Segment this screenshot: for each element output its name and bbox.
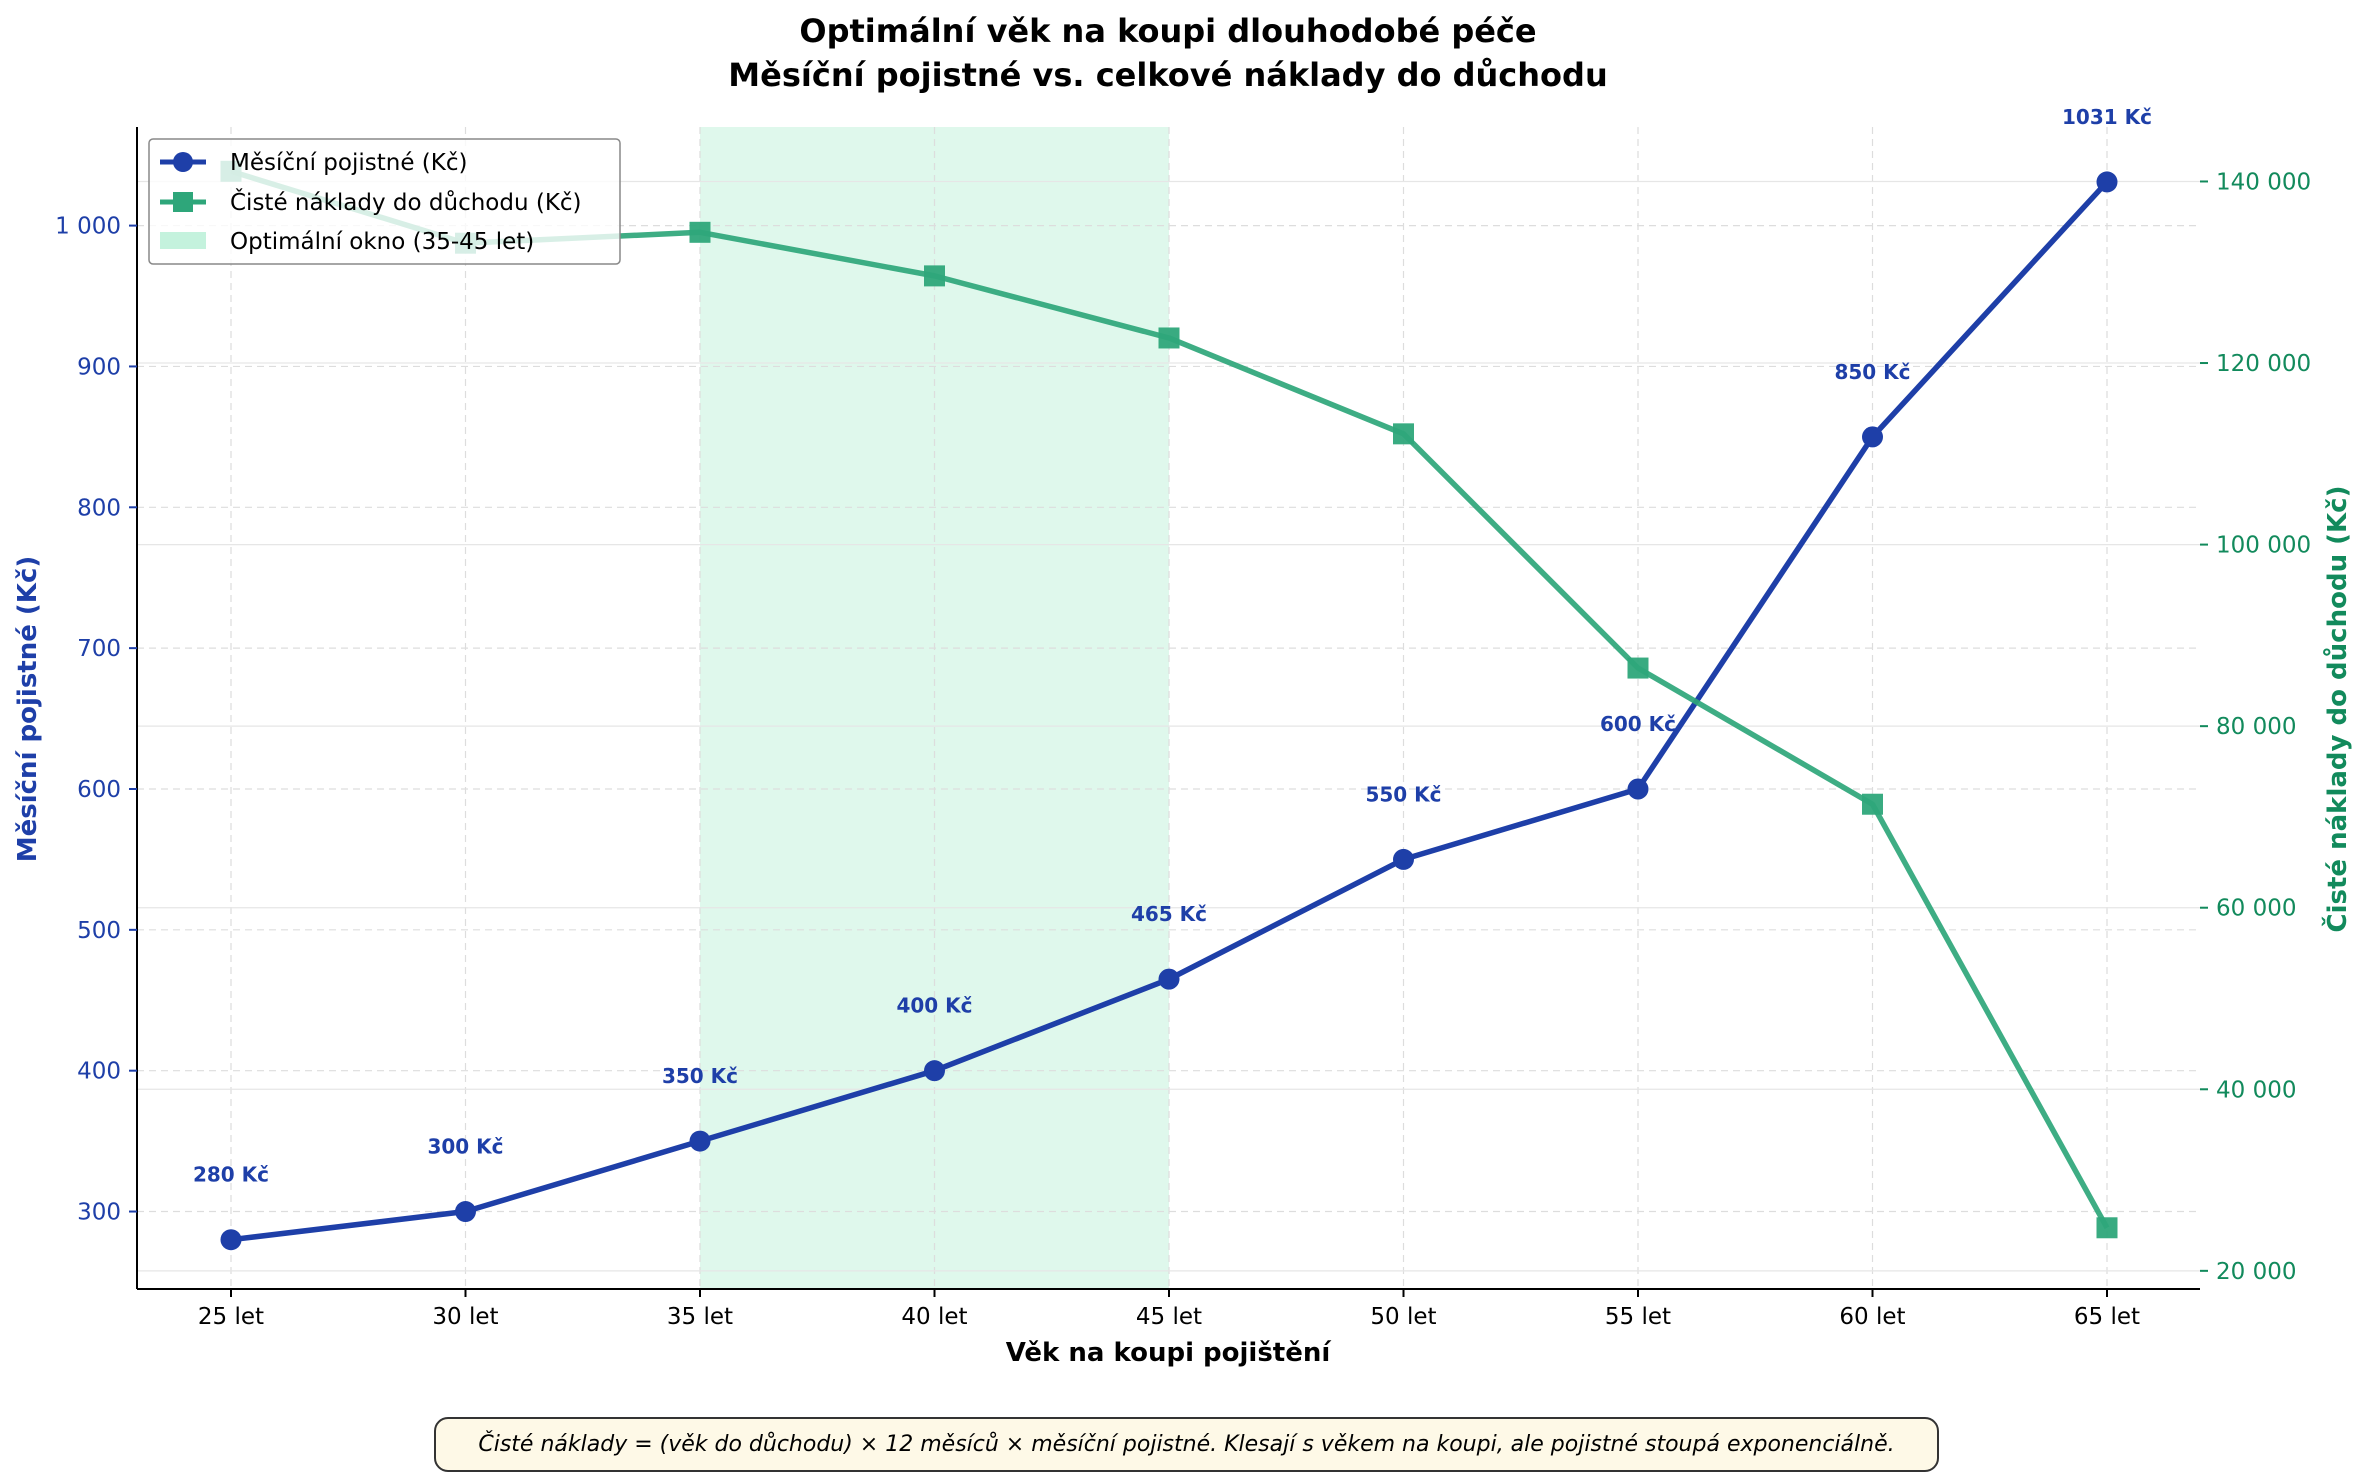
- left-tick-label: 300: [77, 1200, 121, 1226]
- premium-data-label: 550 Kč: [1365, 782, 1441, 806]
- premium-point: [1393, 848, 1414, 870]
- data-labels: 280 Kč 300 Kč 350 Kč 400 Kč 465 Kč 550 Kč 600 …: [193, 105, 2152, 1187]
- cost-point: [1158, 327, 1180, 349]
- premium-point: [220, 1229, 242, 1251]
- premium-point: [1862, 426, 1883, 448]
- legend: Měsíční pojistné (Kč) Čisté náklady do d…: [148, 138, 621, 265]
- premium-data-label: 600 Kč: [1600, 712, 1676, 736]
- legend-label-premium: Měsíční pojistné (Kč): [230, 150, 467, 176]
- right-tick-label: 60 000: [2216, 896, 2296, 922]
- premium-data-label: 400 Kč: [896, 994, 972, 1018]
- right-tick-label: 40 000: [2216, 1077, 2296, 1103]
- x-axis-title: Věk na koupi pojištění: [1006, 1338, 1333, 1368]
- legend-label-window: Optimální okno (35-45 let): [230, 229, 534, 255]
- right-tick-label: 20 000: [2216, 1259, 2296, 1285]
- legend-marker-cost: [173, 192, 193, 212]
- x-tick-label: 55 let: [1605, 1304, 1671, 1330]
- premium-data-label: 280 Kč: [193, 1163, 269, 1187]
- footnote: Čisté náklady = (věk do důchodu) × 12 mě…: [434, 1417, 1939, 1472]
- cost-point: [1393, 423, 1414, 445]
- x-tick-label: 40 let: [901, 1304, 967, 1330]
- premium-point: [924, 1060, 945, 1082]
- x-tick-label: 50 let: [1370, 1304, 1436, 1330]
- legend-label-cost: Čisté náklady do důchodu (Kč): [230, 188, 582, 216]
- right-axis-ticks: 20 000 40 000 60 000 80 000 100 000 120 000 14…: [2200, 169, 2311, 1285]
- x-tick-label: 25 let: [198, 1304, 264, 1330]
- x-axis-ticks: 25 let 30 let 35 let 40 let 45 let 50 let 55 l…: [198, 1289, 2140, 1330]
- x-tick-label: 30 let: [432, 1304, 498, 1330]
- right-tick-label: 100 000: [2216, 533, 2311, 559]
- left-axis-title: Měsíční pojistné (Kč): [13, 556, 43, 863]
- premium-data-label: 1031 Kč: [2062, 105, 2152, 129]
- premium-point: [1158, 968, 1180, 990]
- left-tick-label: 700: [77, 636, 121, 662]
- left-tick-label: 800: [77, 495, 121, 521]
- left-tick-label: 1 000: [55, 214, 121, 240]
- left-tick-label: 500: [77, 918, 121, 944]
- right-tick-label: 120 000: [2216, 351, 2311, 377]
- x-tick-label: 65 let: [2074, 1304, 2140, 1330]
- premium-point: [1627, 778, 1649, 800]
- chart-subtitle: Měsíční pojistné vs. celkové náklady do …: [728, 56, 1607, 94]
- premium-data-label: 465 Kč: [1131, 902, 1207, 926]
- left-tick-label: 400: [77, 1059, 121, 1085]
- left-tick-label: 900: [77, 354, 121, 380]
- cost-point: [1627, 657, 1649, 679]
- premium-data-label: 350 Kč: [662, 1064, 738, 1088]
- legend-swatch-window: [160, 232, 206, 249]
- x-tick-label: 45 let: [1136, 1304, 1202, 1330]
- premium-point: [455, 1201, 476, 1223]
- cost-point: [2096, 1217, 2118, 1239]
- cost-point: [924, 265, 945, 287]
- premium-point: [2096, 171, 2118, 193]
- gridlines: [137, 127, 2200, 1289]
- premium-point: [689, 1130, 711, 1152]
- right-axis-title: Čisté náklady do důchodu (Kč): [2321, 486, 2353, 933]
- legend-box: [148, 138, 621, 265]
- left-axis-ticks: 300 400 500 600 700 800 900 1 000: [55, 214, 137, 1226]
- chart-title: Optimální věk na koupi dlouhodobé péče: [799, 12, 1536, 50]
- premium-data-label: 300 Kč: [427, 1135, 503, 1159]
- right-tick-label: 80 000: [2216, 714, 2296, 740]
- left-tick-label: 600: [77, 777, 121, 803]
- cost-point: [1862, 793, 1883, 815]
- right-tick-label: 140 000: [2216, 169, 2311, 195]
- legend-marker-premium: [173, 152, 193, 172]
- cost-point: [689, 221, 711, 243]
- x-tick-label: 35 let: [667, 1304, 733, 1330]
- premium-data-label: 850 Kč: [1834, 360, 1910, 384]
- x-tick-label: 60 let: [1839, 1304, 1905, 1330]
